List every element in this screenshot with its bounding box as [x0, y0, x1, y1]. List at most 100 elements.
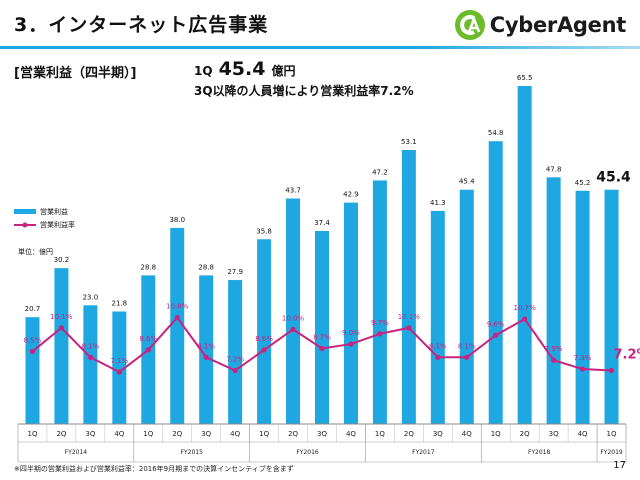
- margin-point: [174, 315, 180, 321]
- x-tick-label: 1Q: [375, 430, 385, 438]
- bar: [286, 198, 301, 424]
- margin-point: [319, 345, 325, 352]
- bar-value-label: 37.4: [314, 219, 330, 227]
- headline-value: 45.4: [218, 58, 266, 80]
- x-tick-label: 3Q: [433, 430, 443, 438]
- page-number: 17: [613, 460, 626, 471]
- x-tick-label: 1Q: [259, 430, 269, 438]
- bar-value-label: 53.1: [401, 138, 417, 146]
- bar: [459, 189, 474, 424]
- fiscal-year-label: FY2015: [181, 449, 204, 456]
- x-tick-label: 4Q: [114, 430, 124, 438]
- margin-value-label: 8.7%: [313, 333, 331, 341]
- bar: [257, 239, 272, 424]
- margin-value-label: 8.1%: [458, 342, 476, 350]
- margin-value-label: 7.3%: [574, 354, 592, 362]
- margin-point: [29, 348, 36, 355]
- margin-value-label: 10.0%: [282, 314, 305, 322]
- margin-value-label: 8.6%: [139, 335, 157, 343]
- bar-value-label: 45.2: [575, 179, 591, 187]
- bar-value-label: 20.7: [25, 305, 41, 313]
- x-tick-label: 1Q: [491, 430, 501, 438]
- bar-value-label: 23.0: [83, 293, 99, 301]
- bar-value-label: 30.2: [54, 256, 70, 264]
- bar-value-label: 45.4: [459, 178, 475, 186]
- fiscal-year-label: FY2016: [296, 449, 319, 456]
- bar: [112, 311, 127, 424]
- margin-point: [522, 316, 528, 322]
- cyberagent-logo: CyberAgent: [454, 8, 626, 42]
- bar-value-label: 28.8: [198, 263, 214, 271]
- legend-bar-swatch: [14, 209, 36, 214]
- margin-point: [261, 347, 267, 353]
- margin-point: [145, 347, 151, 353]
- legend-item-bar: 営業利益: [14, 205, 75, 218]
- bar-value-label: 47.8: [546, 165, 562, 173]
- x-tick-label: 3Q: [85, 430, 95, 438]
- x-tick-label: 1Q: [143, 430, 153, 438]
- x-tick-label: 1Q: [607, 430, 617, 438]
- bar: [575, 190, 590, 424]
- bar-value-label: 21.8: [112, 300, 128, 308]
- margin-value-label: 8.6%: [255, 335, 273, 343]
- margin-point: [608, 367, 615, 374]
- margin-value-label: 9.7%: [371, 319, 389, 327]
- margin-value-label: 7.1%: [110, 357, 128, 365]
- legend-item-line: 営業利益率: [14, 218, 75, 231]
- margin-value-label: 10.8%: [166, 303, 189, 311]
- margin-point: [377, 331, 383, 337]
- headline: 1Q 45.4 億円: [194, 58, 295, 80]
- margin-value-label: 10.1%: [50, 313, 73, 321]
- legend-line-label: 営業利益率: [40, 220, 75, 229]
- cyberagent-logo-icon: [454, 10, 485, 40]
- margin-point: [406, 325, 412, 331]
- margin-value-label: 8.1%: [197, 342, 215, 350]
- page-title: 3．インターネット広告事業: [14, 14, 269, 36]
- margin-value-label: 9.0%: [342, 329, 360, 337]
- bar: [604, 189, 619, 424]
- bar: [25, 317, 40, 424]
- legend-bar-label: 営業利益: [40, 207, 68, 216]
- x-tick-label: 4Q: [462, 430, 472, 438]
- margin-point: [464, 354, 470, 360]
- bar-value-label: 28.8: [140, 263, 156, 271]
- headline-subline: 3Q以降の人員増により営業利益率7.2%: [194, 84, 414, 98]
- x-tick-label: 4Q: [230, 430, 240, 438]
- fiscal-year-label: FY2014: [65, 449, 88, 456]
- bar: [546, 177, 561, 424]
- fiscal-year-label: FY2018: [528, 449, 551, 456]
- x-tick-label: 2Q: [288, 430, 298, 438]
- x-tick-label: 2Q: [172, 430, 182, 438]
- x-tick-label: 2Q: [520, 430, 530, 438]
- headline-suffix: 億円: [271, 64, 296, 78]
- x-tick-label: 3Q: [201, 430, 211, 438]
- x-tick-label: 2Q: [56, 430, 66, 438]
- fiscal-year-label: FY2017: [412, 449, 435, 456]
- chart-legend: 営業利益 営業利益率: [14, 205, 75, 231]
- margin-point: [579, 366, 586, 372]
- margin-point: [435, 354, 441, 360]
- bar-value-label: 27.9: [227, 268, 243, 276]
- bar-value-label: 54.8: [488, 129, 504, 137]
- bar: [401, 149, 416, 424]
- bar: [517, 86, 532, 424]
- bar: [170, 227, 185, 424]
- headline-prefix: 1Q: [194, 64, 213, 78]
- margin-value-label: 9.6%: [487, 320, 505, 328]
- bar: [315, 231, 329, 424]
- bar-value-label: 38.0: [169, 216, 185, 224]
- legend-line-swatch: [14, 222, 36, 227]
- bar-value-label: 35.8: [256, 227, 272, 235]
- margin-point: [58, 325, 65, 331]
- bar-value-label: 42.9: [343, 191, 359, 199]
- bar-value-label: 65.5: [517, 74, 533, 82]
- margin-value-label: 7.2%: [613, 348, 640, 363]
- margin-value-label: 7.9%: [545, 345, 563, 353]
- bar: [343, 202, 358, 424]
- bar: [228, 280, 243, 424]
- x-tick-label: 3Q: [317, 430, 327, 438]
- bar: [54, 268, 69, 424]
- header-rule: [0, 46, 640, 49]
- bar: [430, 210, 445, 424]
